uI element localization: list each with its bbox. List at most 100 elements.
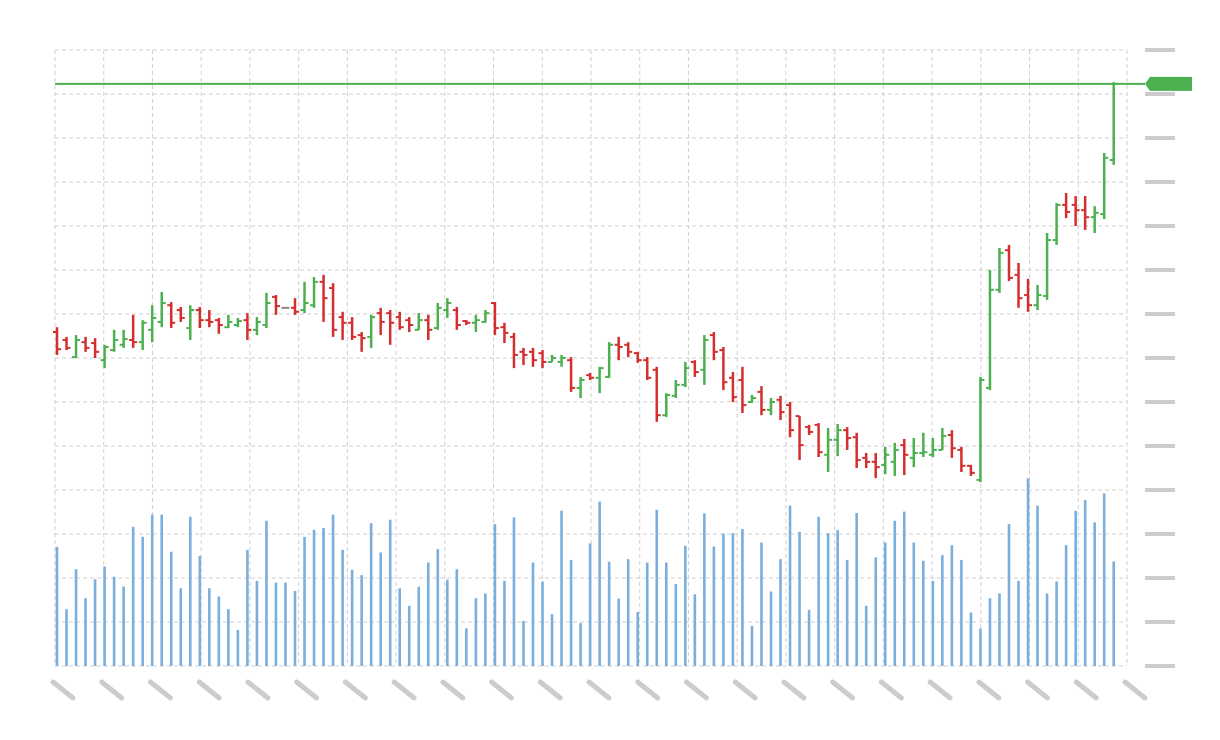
ohlc-bar [871,453,880,479]
ohlc-bar [700,335,709,385]
y-axis-label-placeholder [1145,268,1175,272]
ohlc-bar [262,292,271,329]
x-axis-label-placeholder [245,679,271,701]
ohlc-bar [862,453,871,468]
x-axis-label-placeholder [976,679,1002,701]
ohlc-bar [529,347,537,367]
ohlc-bar [814,423,823,457]
ohlc-bar [1043,233,1052,300]
ohlc-bar [709,332,718,361]
ohlc-bar [538,350,547,369]
ohlc-bar [186,305,195,340]
x-axis-label-placeholder [878,679,904,701]
ohlc-bar [662,393,671,417]
ohlc-bar [271,295,280,315]
ohlc-bar [881,446,890,475]
x-axis-label-placeholder [489,679,515,701]
ohlc-bar [966,464,975,476]
ohlc-bar [138,320,147,351]
x-axis-label-placeholder [1073,679,1099,701]
y-axis-label-placeholder [1145,92,1175,96]
ohlc-bar [1100,152,1109,219]
x-axis-label-placeholder [927,679,953,701]
volume-bars [55,478,1116,666]
ohlc-bar [548,354,557,363]
ohlc-bar [433,303,442,330]
x-axis-label-placeholder [1025,679,1051,701]
ohlc-bar [490,302,499,336]
ohlc-bar [205,310,214,328]
ohlc-bar [1071,196,1080,226]
ohlc-bar [348,317,357,340]
ohlc-bar [319,274,328,322]
ohlc-bar [148,305,157,343]
ohlc-bar [100,344,109,369]
ohlc-bar [586,372,595,380]
ohlc-bar [72,335,81,359]
price-axis [1145,48,1175,668]
x-axis-label-placeholder [294,679,320,701]
ohlc-bar [643,357,652,380]
x-axis-label-placeholder [440,679,466,701]
ohlc-bar [395,311,404,330]
ohlc-bar [957,446,966,472]
ohlc-bar [243,313,252,340]
ohlc-bar [719,347,728,391]
ohlc-bar [843,427,852,450]
ohlc-bar [91,338,100,358]
ohlc-bar [747,394,756,403]
x-axis-label-placeholder [683,679,709,701]
ohlc-bar [500,322,509,344]
y-axis-label-placeholder [1145,48,1175,52]
ohlc-bar [947,430,956,458]
ohlc-bar [519,347,528,366]
ohlc-bar [671,380,680,399]
ohlc-bar [681,361,690,388]
ohlc-bar [376,307,385,336]
ohlc-bar [852,432,861,468]
ohlc-bar [919,432,928,457]
ohlc-bar [110,329,119,352]
ohlc-bar [824,427,833,472]
x-axis-label-placeholder [99,679,125,701]
ohlc-bar [805,424,814,435]
ohlc-bar [557,354,566,367]
ohlc-bar [1090,206,1099,234]
ohlc-bar [624,342,633,358]
ohlc-bar [1081,196,1090,230]
ohlc-bar [452,306,461,330]
ohlc-bar [386,310,395,345]
ohlc-bar [462,320,471,325]
ohlc-bar [224,314,233,329]
ohlc-bar [167,302,176,329]
y-axis-label-placeholder [1145,180,1175,184]
ohlc-bar [157,292,166,328]
x-axis-label-placeholder [342,679,368,701]
y-axis-label-placeholder [1145,620,1175,624]
ohlc-bar [767,398,775,416]
ohlc-bar [291,298,299,315]
ohlc-bar [795,415,804,461]
ohlc-bar [909,438,918,468]
ohlc-bar [776,395,785,421]
ohlc-bar [471,314,480,333]
x-axis-label-placeholder [1122,679,1148,701]
y-axis-label-placeholder [1145,136,1175,140]
x-axis-label-placeholder [196,679,222,701]
ohlc-bar [786,402,795,438]
last-price-marker [1145,76,1192,91]
ohlc-bar [595,366,604,394]
ohlc-bar [329,283,338,337]
ohlc-bar [481,310,490,323]
ohlc-bar [405,317,414,333]
ohlc-bar [1005,244,1013,281]
y-axis-label-placeholder [1145,224,1175,228]
ohlc-bar [1014,262,1023,308]
y-axis-label-placeholder [1145,312,1175,316]
ohlc-bar [300,281,309,314]
time-axis [50,679,1148,701]
ohlc-bar [576,376,585,399]
ohlc-bar [424,314,433,340]
ohlc-bar [53,327,61,355]
